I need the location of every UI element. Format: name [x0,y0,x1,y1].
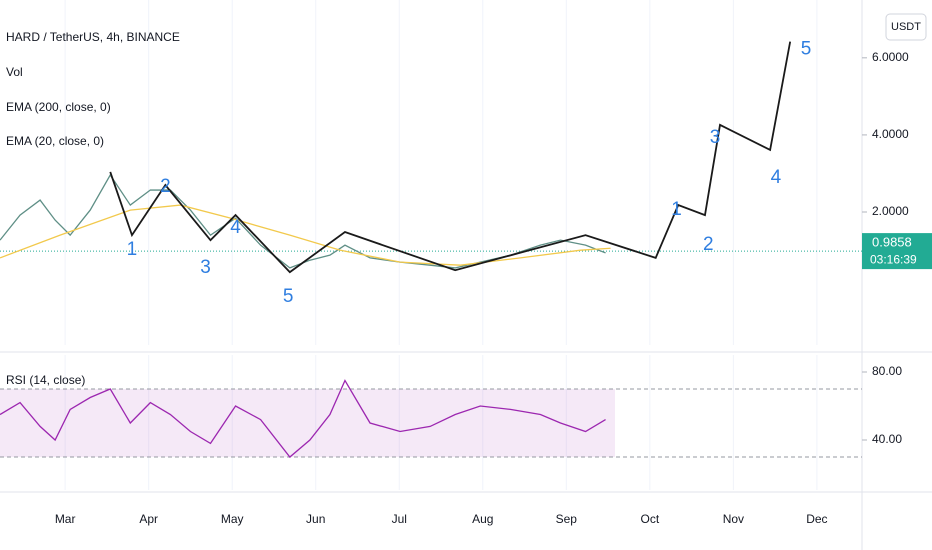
x-tick-label: May [221,512,244,526]
x-tick-label: Nov [723,512,744,526]
series-line [109,41,792,274]
series-line [0,379,606,458]
x-tick-label: Jul [392,512,407,526]
x-tick-label: Apr [139,512,158,526]
wave-label: 2 [703,234,714,255]
x-tick-label: Aug [472,512,493,526]
symbol-title: HARD / TetherUS, 4h, BINANCE [6,30,180,44]
wave-label: 1 [127,239,138,260]
x-tick-label: Sep [556,512,578,526]
indicator-label: EMA (20, close, 0) [6,134,104,148]
last-price-label: 0.9858 [872,235,912,250]
last-price-tag [862,233,932,270]
wave-label: 5 [801,39,812,60]
wave-label: 1 [671,199,682,220]
indicator-label: RSI (14, close) [6,373,85,387]
countdown-label: 03:16:39 [870,252,917,266]
wave-label: 4 [230,217,241,238]
x-tick-label: Jun [306,512,325,526]
wave-label: 3 [710,127,721,148]
x-tick-label: Dec [806,512,827,526]
wave-label: 4 [771,167,782,188]
wave-label: 2 [160,176,171,197]
y-tick-label: 4.0000 [872,127,909,141]
wave-label: 3 [200,257,211,278]
wave-label: 5 [283,286,294,307]
indicator-label: Vol [6,65,23,79]
y-tick-label: 2.0000 [872,204,909,218]
y-tick-label: 80.00 [872,364,902,378]
rsi-band [0,389,615,458]
x-tick-label: Oct [641,512,660,526]
currency-button[interactable] [885,13,927,41]
y-tick-label: 6.0000 [872,50,909,64]
currency-label[interactable]: USDT [891,21,921,33]
x-tick-label: Mar [55,512,76,526]
series-line [0,204,611,266]
y-tick-label: 40.00 [872,432,902,446]
indicator-label: EMA (200, close, 0) [6,100,111,114]
